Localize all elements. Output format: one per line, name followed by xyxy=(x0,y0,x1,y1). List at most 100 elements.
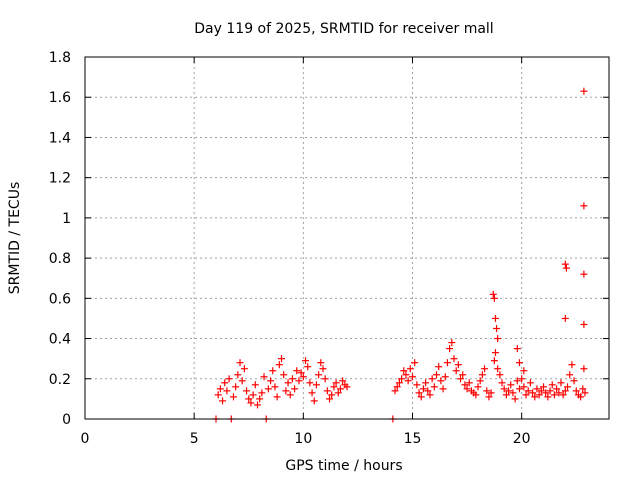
chart-title: Day 119 of 2025, SRMTID for receiver mal… xyxy=(194,21,493,37)
data-point xyxy=(229,393,237,401)
data-point xyxy=(398,375,406,383)
data-point xyxy=(326,395,334,403)
data-point xyxy=(417,393,425,401)
data-point xyxy=(511,395,519,403)
y-tick-label: 1.8 xyxy=(49,50,71,66)
data-point xyxy=(564,383,572,391)
data-point xyxy=(413,381,421,389)
data-point xyxy=(529,389,537,397)
data-point xyxy=(568,361,576,369)
data-point xyxy=(491,349,499,357)
data-point xyxy=(474,383,482,391)
y-tick-label: 1.4 xyxy=(49,130,71,146)
data-point xyxy=(557,379,565,387)
data-point xyxy=(435,363,443,371)
data-point xyxy=(223,387,231,395)
y-tick-label: 1.2 xyxy=(49,171,71,187)
x-tick-label: 5 xyxy=(190,431,199,447)
data-point xyxy=(243,387,251,395)
data-point xyxy=(415,389,423,397)
y-axis-label: SRMTID / TECUs xyxy=(7,182,23,295)
x-axis-label: GPS time / hours xyxy=(285,458,402,474)
data-point xyxy=(238,377,246,385)
data-point xyxy=(559,391,567,399)
x-tick-label: 0 xyxy=(81,431,90,447)
data-point xyxy=(535,391,543,399)
data-point xyxy=(214,391,222,399)
data-point xyxy=(406,365,414,373)
data-point xyxy=(580,202,588,210)
data-point xyxy=(247,399,255,407)
data-point xyxy=(317,359,325,367)
data-point xyxy=(485,393,493,401)
data-point xyxy=(339,377,347,385)
data-point xyxy=(264,385,272,393)
data-point xyxy=(284,379,292,387)
data-point xyxy=(439,385,447,393)
data-point xyxy=(446,345,454,353)
data-point xyxy=(570,377,578,385)
data-point xyxy=(411,359,419,367)
plot-frame xyxy=(84,56,610,420)
data-point xyxy=(490,357,498,365)
data-point xyxy=(295,377,303,385)
data-point xyxy=(515,385,523,393)
y-tick-label: 0.2 xyxy=(49,372,71,388)
data-point xyxy=(315,371,323,379)
points-layer xyxy=(212,87,589,423)
data-point xyxy=(542,389,550,397)
data-point xyxy=(232,383,240,391)
data-point xyxy=(245,395,253,403)
data-point xyxy=(424,387,432,395)
data-point xyxy=(561,314,569,322)
data-point xyxy=(433,371,441,379)
data-point xyxy=(561,260,569,268)
data-point xyxy=(548,381,556,389)
y-tick-label: 1 xyxy=(62,211,71,227)
data-point xyxy=(487,389,495,397)
data-point xyxy=(260,373,268,381)
data-point xyxy=(550,391,558,399)
data-point xyxy=(409,373,416,381)
data-point xyxy=(507,381,515,389)
data-point xyxy=(579,385,587,393)
data-point xyxy=(269,367,277,375)
data-point xyxy=(428,375,436,383)
data-point xyxy=(221,379,229,387)
data-point xyxy=(461,381,469,389)
data-point xyxy=(540,383,547,391)
data-point xyxy=(515,359,523,367)
data-point xyxy=(426,391,434,399)
data-point xyxy=(216,385,224,393)
data-point xyxy=(312,381,320,389)
data-point xyxy=(483,387,491,395)
data-point xyxy=(498,379,506,387)
data-point xyxy=(494,365,502,373)
data-point xyxy=(459,371,467,379)
data-point xyxy=(336,385,344,393)
data-point xyxy=(513,377,521,385)
data-point xyxy=(334,389,342,397)
data-point xyxy=(526,379,534,387)
data-point xyxy=(520,367,528,375)
data-point xyxy=(319,365,327,373)
data-point xyxy=(500,385,508,393)
data-point xyxy=(518,375,526,383)
data-point xyxy=(572,387,580,395)
x-tick-label: 20 xyxy=(513,431,531,447)
data-point xyxy=(302,357,310,365)
data-point xyxy=(533,385,541,393)
data-point xyxy=(555,389,563,397)
data-point xyxy=(491,314,499,322)
data-point xyxy=(271,383,279,391)
data-point xyxy=(546,387,554,395)
y-tick-label: 0.8 xyxy=(49,251,71,267)
data-point xyxy=(306,379,314,387)
data-point xyxy=(494,335,502,343)
data-point xyxy=(537,387,545,395)
data-point xyxy=(251,381,259,389)
data-point xyxy=(524,387,532,395)
y-tick-label: 0 xyxy=(62,412,71,428)
data-point xyxy=(234,371,242,379)
data-point xyxy=(544,393,552,401)
